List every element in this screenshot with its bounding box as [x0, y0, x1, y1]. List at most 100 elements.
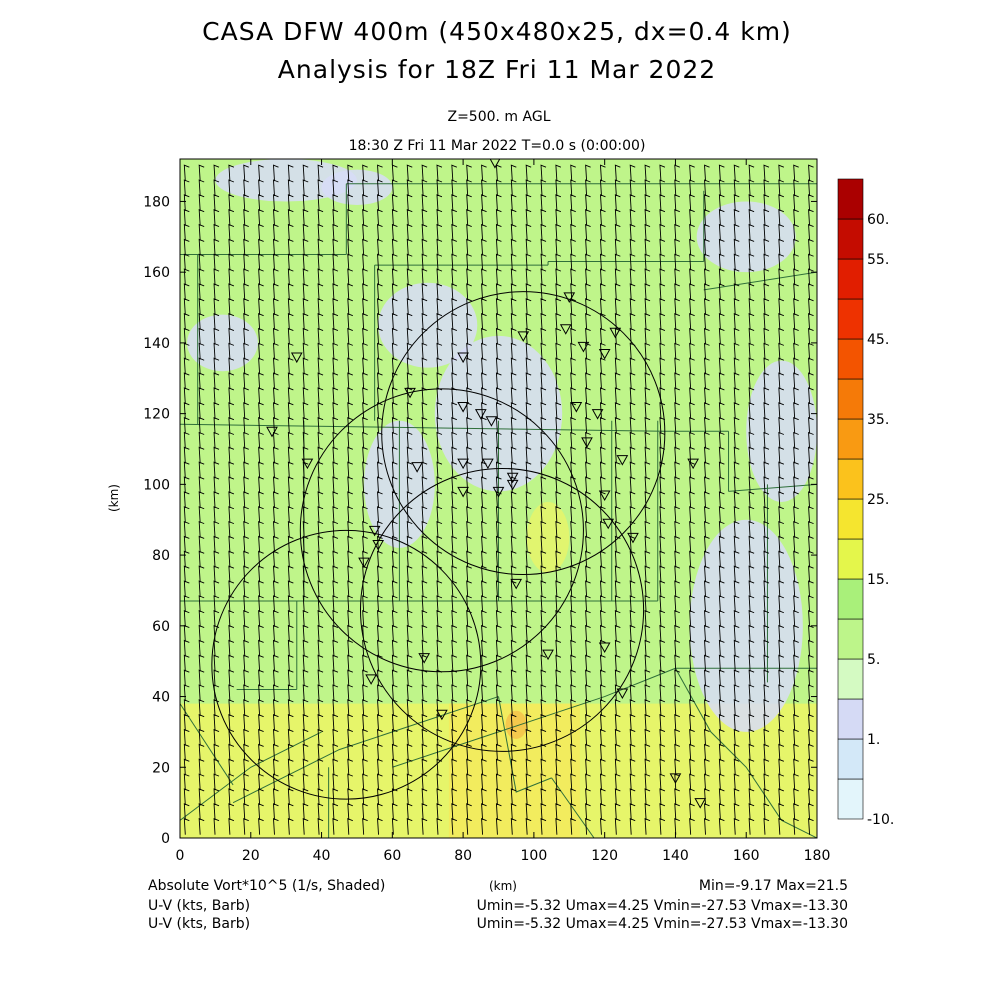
wind-barb — [778, 431, 785, 449]
wind-barb — [689, 520, 695, 538]
wind-barb — [555, 624, 562, 642]
wind-barb — [213, 416, 220, 434]
wind-barb — [704, 654, 710, 672]
wind-barb — [614, 476, 621, 494]
wind-barb — [614, 580, 621, 598]
wind-barb — [748, 520, 755, 538]
wind-barb — [614, 238, 621, 256]
wind-barb — [302, 446, 309, 464]
wind-barb — [287, 714, 294, 731]
wind-barb — [718, 327, 725, 345]
wind-barb — [793, 431, 799, 449]
wind-barb — [674, 402, 680, 419]
wind-barb — [570, 431, 576, 449]
wind-barb — [495, 535, 502, 553]
wind-barb — [228, 699, 235, 716]
wind-barb — [466, 699, 472, 716]
wind-barb — [778, 684, 785, 702]
wind-barb — [451, 610, 458, 627]
wind-barb — [213, 268, 220, 286]
wind-barb — [347, 654, 353, 672]
wind-barb — [733, 654, 740, 672]
wind-barb — [406, 639, 413, 657]
wind-barb — [466, 312, 472, 330]
wind-barb — [228, 402, 235, 419]
wind-barb — [510, 773, 517, 791]
wind-barb — [317, 506, 324, 523]
wind-barb — [718, 580, 725, 598]
wind-barb — [481, 728, 487, 746]
station-markers — [266, 159, 707, 809]
wind-barb — [481, 387, 487, 404]
wind-barb — [347, 580, 353, 598]
wind-barb — [258, 803, 264, 820]
wind-barb — [332, 268, 339, 286]
wind-barb — [287, 179, 294, 197]
wind-barb — [436, 580, 443, 598]
wind-barb — [391, 268, 398, 286]
wind-barb — [763, 565, 770, 583]
wind-barb — [540, 788, 547, 806]
wind-barb — [555, 372, 562, 390]
wind-barb — [406, 327, 413, 345]
wind-barb — [436, 506, 443, 523]
wind-barb — [183, 446, 190, 464]
wind-barb — [243, 610, 249, 627]
wind-barb — [481, 372, 487, 390]
wind-barb — [570, 550, 576, 568]
wind-barb — [481, 758, 487, 776]
wind-barb — [451, 788, 458, 806]
wind-barb — [495, 402, 502, 419]
wind-barb — [287, 550, 294, 568]
wind-barb — [243, 535, 249, 553]
wind-barb — [674, 580, 680, 598]
wind-barb — [228, 520, 235, 538]
wind-barb — [258, 416, 264, 434]
wind-barb — [451, 446, 458, 464]
wind-barb — [272, 431, 279, 449]
wind-barb — [614, 639, 621, 657]
wind-barb — [421, 387, 428, 404]
wind-barb — [495, 758, 502, 776]
wind-barb — [808, 342, 814, 360]
wind-barb — [317, 402, 324, 419]
wind-barb — [243, 506, 249, 523]
shade-blob-4 — [194, 434, 322, 534]
wind-barb — [406, 223, 413, 241]
wind-barb — [377, 238, 383, 256]
wind-barb — [481, 446, 487, 464]
wind-barb — [555, 699, 562, 716]
wind-barb — [213, 298, 220, 315]
wind-barb — [302, 624, 309, 642]
wind-barb — [258, 327, 264, 345]
wind-barb — [793, 639, 799, 657]
wind-barb — [644, 788, 651, 806]
wind-barb — [718, 624, 725, 642]
wind-barb — [778, 550, 785, 568]
wind-barb — [510, 520, 517, 538]
wind-barb — [659, 209, 666, 226]
wind-barb — [704, 402, 710, 419]
station-marker — [570, 402, 583, 413]
wind-barb — [599, 758, 606, 776]
wind-barb — [317, 699, 324, 716]
wind-barb — [659, 194, 666, 211]
wind-barb — [585, 788, 591, 806]
wind-barb — [451, 565, 458, 583]
wind-barb — [228, 639, 235, 657]
wind-barb — [778, 506, 785, 523]
wind-barb — [332, 654, 339, 672]
wind-barb — [555, 283, 562, 300]
wind-barb — [302, 669, 309, 687]
y-tick-label: 160 — [143, 265, 170, 281]
wind-barb — [377, 283, 383, 300]
wind-barb — [377, 387, 383, 404]
station-marker — [485, 416, 498, 427]
wind-barb — [599, 520, 606, 538]
wind-barb — [674, 803, 680, 820]
wind-barb — [793, 209, 799, 226]
wind-barb — [377, 194, 383, 211]
wind-barb — [793, 387, 799, 404]
wind-barb — [733, 416, 740, 434]
wind-barb — [793, 669, 799, 687]
